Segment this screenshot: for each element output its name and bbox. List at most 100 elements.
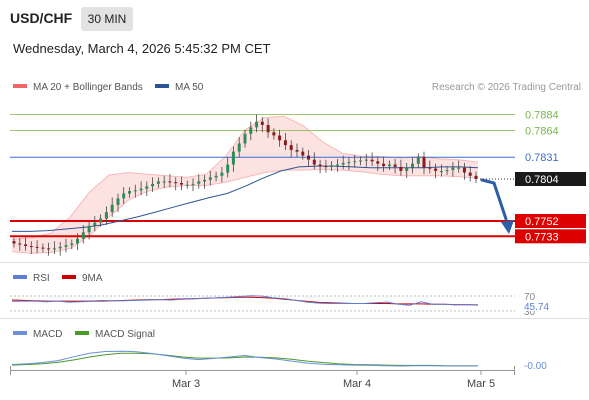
candle [226,157,230,178]
candle [12,237,16,248]
candle-body [104,212,108,219]
candle [145,181,149,196]
candle-body [52,248,56,250]
candle [41,243,45,253]
candle [364,154,368,167]
candle [81,225,85,244]
candle [468,166,472,182]
rsi-ma-legend-swatch [62,275,76,279]
rsi-legend-swatch [13,275,27,279]
candle-body [41,247,45,249]
candle [191,178,195,192]
candle-body [168,181,172,183]
macd-legend: MACD MACD Signal [13,329,155,340]
candle [99,214,103,227]
ma50-legend-swatch [155,84,169,88]
candle-body [387,164,391,167]
candle-body [359,160,362,162]
candle-body [110,204,114,213]
candle-body [324,166,328,168]
support-badge-2 [515,229,586,244]
candle-body [318,164,322,167]
candle [272,128,276,140]
candle-body [237,143,241,152]
resistance-label-2: 0.7864 [525,126,559,138]
candle [133,184,137,198]
candle [283,133,287,150]
candle [393,158,397,174]
candle-body [439,171,443,172]
ma20-legend-label: MA 20 + Bollinger Bands [33,82,143,93]
candle-body [301,151,305,156]
candle-body [122,193,126,199]
candle [416,153,420,168]
candle-body [445,170,449,172]
candle-body [335,164,339,166]
time-tick-label: Mar 3 [172,378,200,390]
candle-body [214,175,218,178]
support-label-1: 0.7752 [525,216,559,228]
candle-body [70,243,74,246]
candle-body [405,167,409,171]
candle-body [180,183,183,185]
forecast-arrow-head [501,220,514,234]
rsi-ma-legend-label: 9MA [82,273,103,284]
candle [214,171,218,182]
symbol-title: USD/CHF [10,10,73,26]
candle-body [185,184,189,186]
candle-body [411,163,414,168]
time-tick-label: Mar 5 [467,378,495,390]
rsi-current-value: 45.74 [524,302,549,313]
candle-body [99,218,103,223]
macd-signal-legend-swatch [75,331,89,335]
candle-body [474,175,478,179]
candle [312,152,316,170]
candle [110,197,114,217]
candle-body [376,161,380,164]
price-legend: MA 20 + Bollinger Bands MA 50 Research ©… [13,82,581,93]
candle [220,166,224,183]
candle-body [145,186,149,189]
candle [122,187,126,204]
candle [462,162,466,180]
candle-body [116,198,120,205]
rsi-value-bg [521,300,555,311]
candle-body [260,121,264,125]
candle-body [393,164,397,167]
candle [445,166,449,175]
ma20-legend-swatch [13,84,27,88]
candle [231,146,235,172]
last-price-badge [515,172,586,186]
candle [180,176,183,191]
candle [93,216,97,232]
candle [156,177,160,188]
candle-body [226,164,230,173]
candle [116,193,120,213]
candle-body [289,145,293,150]
candle-body [128,191,131,194]
candle [162,175,166,188]
candlesticks [12,114,478,256]
chart-header: USD/CHF 30 MIN Wednesday, March 4, 2026 … [0,0,590,66]
ma50-legend-label: MA 50 [175,82,204,93]
candle [301,147,305,160]
macd-legend-label: MACD [33,329,62,340]
candle-body [87,225,91,233]
candle-body [468,172,472,176]
candle [70,239,74,250]
candle [318,159,322,174]
timeframe-button[interactable]: 30 MIN [81,7,133,31]
candle-body [347,162,351,164]
candle-body [353,161,357,163]
candle-body [370,159,374,162]
candle [353,154,357,168]
price-axis-labels: 0.7884 0.7864 0.7831 0.7804 0.7752 0.7733 [515,110,586,244]
resistance-label-1: 0.7884 [525,110,559,122]
candle [411,157,414,174]
candle-body [416,157,420,164]
candle-body [243,133,247,144]
candle-body [29,246,33,247]
candle-body [272,132,276,136]
rsi-line [11,295,479,306]
candle [347,157,351,171]
